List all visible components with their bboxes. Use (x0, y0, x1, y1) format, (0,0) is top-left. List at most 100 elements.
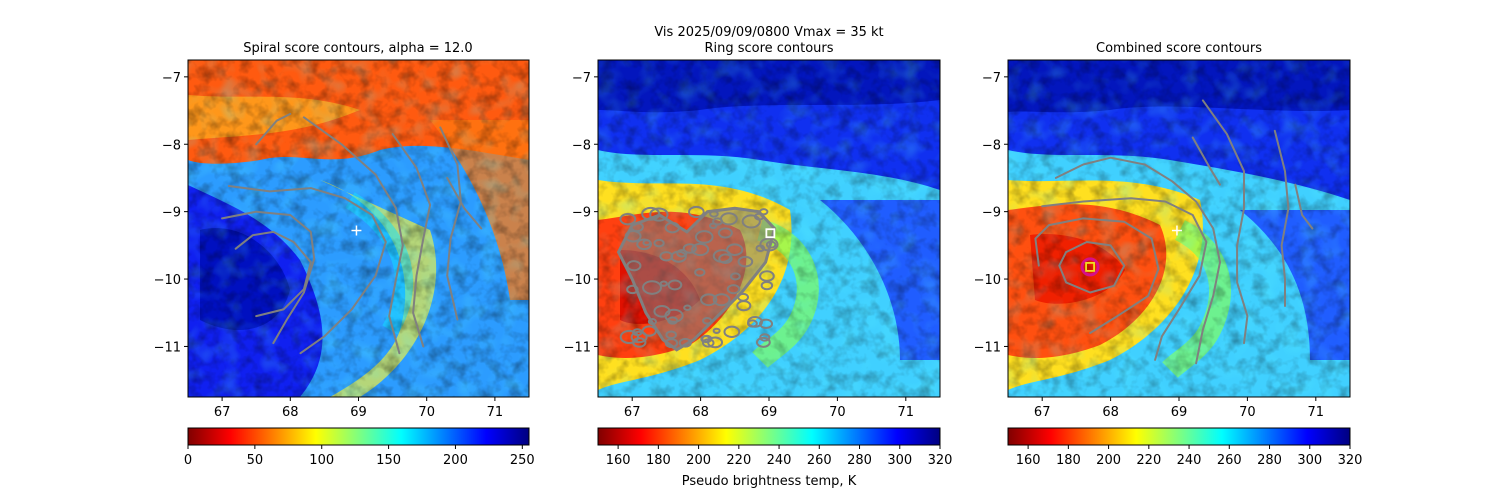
combined-colorbar-ticks: 160 180 200 220 240 260 280 300 320 (1016, 445, 1362, 468)
ring-contour-loop (636, 238, 652, 251)
contour-line (302, 116, 404, 355)
ring-contour-loop (647, 318, 658, 326)
ring-contour-loop (759, 318, 774, 329)
x-tick-label: 69 (350, 405, 367, 420)
ring-contour-loop (759, 237, 779, 252)
ring-ticks: 67 68 69 70 71 −7 −8 −9 −10 −11 (564, 71, 915, 420)
spiral-colorbar (187, 427, 530, 446)
best-center-ring-marker (1080, 257, 1100, 277)
ring-contour-loop (667, 279, 683, 291)
contour-line (227, 185, 387, 355)
ring-contour-loop (641, 325, 657, 337)
x-tick-label: 67 (624, 405, 641, 420)
ring-contour-loop (737, 255, 754, 268)
spiral-ticks: 67 68 69 70 71 −7 −8 −9 −10 −11 (154, 71, 504, 420)
contour-line (446, 176, 483, 230)
ring-contour-loop (624, 230, 642, 243)
y-tick-label: −7 (162, 71, 181, 86)
ring-contour-loop (642, 239, 652, 247)
colorbar-tick-label: 220 (726, 453, 751, 468)
colorbar-tick-label: 200 (443, 453, 468, 468)
ring-contour-loop (653, 238, 665, 248)
y-tick-label: −10 (974, 273, 1001, 288)
colorbar-tick-label: 180 (646, 453, 671, 468)
ring-contour-loop (759, 208, 769, 216)
ring-contour-loop (632, 337, 647, 348)
ring-colorbar (597, 427, 941, 446)
ring-contour-loop (641, 206, 661, 221)
contour-line (439, 126, 462, 321)
ring-contour-loop (619, 212, 637, 226)
y-tick-label: −8 (162, 138, 181, 153)
contour-line (1191, 136, 1221, 186)
center-square-marker (765, 228, 776, 239)
panel-spiral: Spiral score contours, alpha = 12.0 67 68… (154, 41, 535, 468)
ring-contour-loop (709, 222, 718, 230)
ring-contour-loop (653, 305, 671, 318)
ring-contour-loop (678, 337, 692, 348)
colorbar-tick-label: 220 (1136, 453, 1161, 468)
ring-contour-loop (667, 316, 679, 325)
ring-contour-loop (719, 212, 738, 226)
ring-contour-loop (702, 316, 713, 325)
colorbar-tick-label: 300 (887, 453, 912, 468)
ring-contour-loop (754, 212, 765, 221)
x-tick-label: 70 (1239, 405, 1256, 420)
colorbar-tick-label: 320 (928, 453, 953, 468)
x-tick-label: 69 (1171, 405, 1188, 420)
ring-contour-loop (665, 330, 677, 340)
center-plus-marker (351, 225, 362, 236)
ring-contour-loop (717, 227, 733, 239)
spiral-colorbar-ticks: 0 50 100 150 200 250 (184, 445, 535, 468)
ring-contour-loop (630, 330, 648, 344)
contour-line (255, 112, 292, 146)
ring-contour-loop (730, 272, 741, 281)
x-tick-label: 67 (214, 405, 231, 420)
ring-contour-loop (626, 284, 639, 295)
x-tick-label: 71 (487, 405, 504, 420)
combined-colorbar (1007, 427, 1351, 446)
x-tick-label: 71 (1308, 405, 1325, 420)
x-tick-label: 71 (898, 405, 915, 420)
center-plus-marker (1171, 225, 1182, 236)
contour-line (221, 210, 316, 345)
x-tick-label: 68 (282, 405, 299, 420)
panel-ring: Ring score contours 67 68 69 70 71 −7 −8 −9 −10 −… (564, 41, 953, 489)
ring-contour-loop (726, 243, 744, 257)
colorbar-tick-label: 160 (606, 453, 631, 468)
ring-contour-loop (736, 300, 752, 312)
ring-colorbar-ticks: 160 180 200 220 240 260 280 300 320 (606, 445, 953, 468)
ring-contour-loop (626, 260, 642, 272)
ring-contour-loop (700, 293, 718, 307)
y-tick-label: −11 (564, 340, 591, 355)
contour-line (1034, 217, 1160, 334)
spiral-markers (351, 225, 362, 236)
ring-contour-loop (659, 280, 668, 287)
y-tick-label: −9 (572, 206, 591, 221)
ring-contour-loop (683, 304, 692, 312)
contour-line (1054, 156, 1221, 365)
figure-suptitle: Vis 2025/09/09/0800 Vmax = 35 kt (654, 25, 883, 40)
contour-line (1294, 183, 1314, 230)
ring-contour-loop (759, 270, 775, 282)
colorbar-tick-label: 50 (247, 453, 264, 468)
colorbar-tick-label: 200 (1096, 453, 1121, 468)
combined-title: Combined score contours (1096, 41, 1262, 56)
y-tick-label: −10 (154, 273, 181, 288)
ring-contour-loop (642, 280, 663, 295)
ring-contour-loop (676, 249, 688, 258)
colorbar-tick-label: 250 (510, 453, 535, 468)
ring-contour-loop (694, 268, 706, 277)
panel-combined: Combined score contours 67 68 69 70 71 −7 −8 −9… (974, 41, 1363, 468)
spiral-contours (221, 112, 483, 355)
ring-contour-loop (712, 249, 732, 263)
ring-contour-loop (709, 210, 719, 218)
x-tick-label: 67 (1034, 405, 1051, 420)
ring-contour-loop (664, 221, 681, 234)
x-tick-label: 70 (418, 405, 435, 420)
x-tick-label: 69 (761, 405, 778, 420)
ring-contour-loop (712, 327, 721, 334)
ring-contour-loop (619, 329, 640, 345)
colorbar-tick-label: 0 (184, 453, 192, 468)
